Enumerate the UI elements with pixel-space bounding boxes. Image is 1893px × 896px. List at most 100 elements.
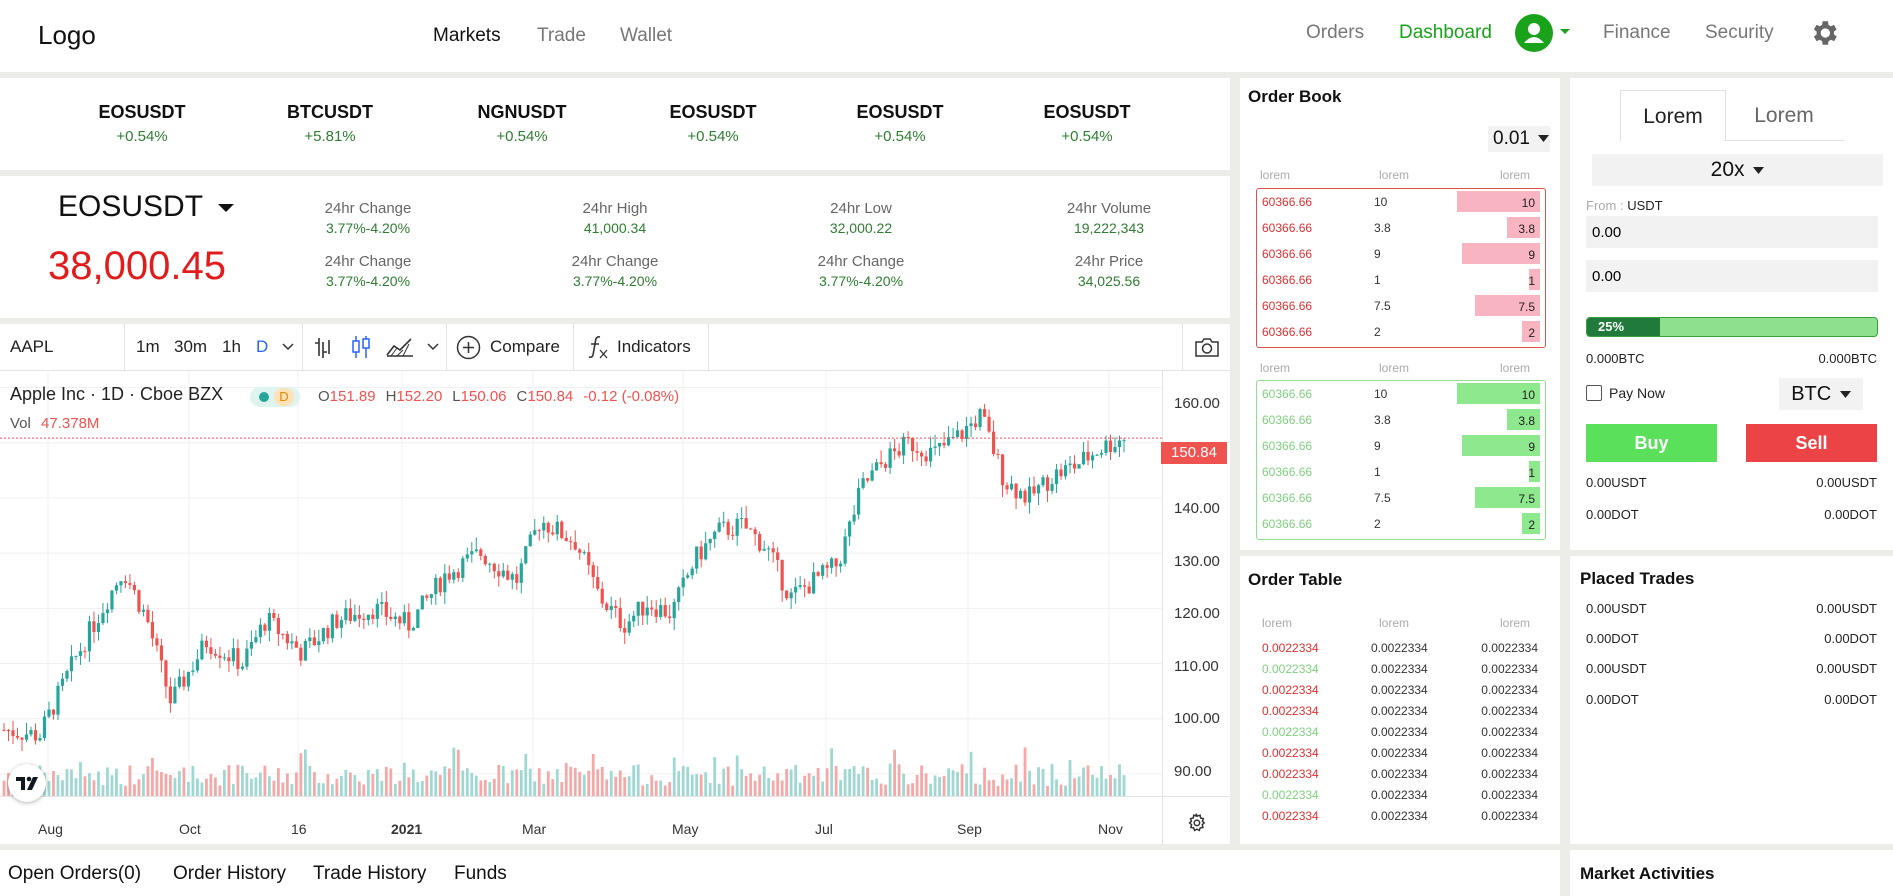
candle <box>1018 490 1023 499</box>
candle <box>964 425 969 439</box>
volume-bar <box>429 770 433 796</box>
indicators-button[interactable]: Indicators <box>617 337 691 356</box>
compare-button[interactable]: Compare <box>490 337 560 356</box>
nav-security[interactable]: Security <box>1705 22 1774 43</box>
function-icon[interactable] <box>586 334 610 360</box>
caret-down-icon <box>217 204 234 213</box>
bid-row[interactable]: 60366.66 7.5 7.5 <box>1262 486 1540 512</box>
candle <box>231 648 235 662</box>
volume-bar <box>528 768 532 796</box>
volume-bar <box>672 757 676 796</box>
bid-row[interactable]: 60366.66 9 9 <box>1262 434 1540 460</box>
chevron-down-icon[interactable] <box>427 343 439 351</box>
trade-value-left: 0.00USDT <box>1586 601 1647 616</box>
ask-row[interactable]: 60366.66 3.8 3.8 <box>1262 216 1540 242</box>
bar-chart-icon[interactable] <box>313 336 335 358</box>
camera-icon[interactable] <box>1193 336 1221 358</box>
nav-markets[interactable]: Markets <box>433 25 501 46</box>
symbol-search[interactable]: AAPL <box>10 337 54 356</box>
ask-price: 60366.66 <box>1262 273 1313 287</box>
nav-orders[interactable]: Orders <box>1306 22 1365 43</box>
ask-row[interactable]: 60366.66 9 9 <box>1262 242 1540 268</box>
bid-row[interactable]: 60366.66 1 1 <box>1262 460 1540 486</box>
total-input[interactable] <box>1586 260 1878 292</box>
ticker-item[interactable]: BTCUSDT +5.81% <box>260 102 400 145</box>
chevron-down-icon[interactable] <box>1559 28 1571 36</box>
ohlc-label: H <box>385 388 397 405</box>
ask-row[interactable]: 60366.66 2 2 <box>1262 320 1540 346</box>
candle <box>960 430 964 439</box>
volume-bar <box>708 782 712 796</box>
interval-1h[interactable]: 1h <box>222 337 241 356</box>
ticker-item[interactable]: EOSUSDT +0.54% <box>643 102 783 145</box>
volume-bar <box>312 772 316 796</box>
volume-bar <box>834 765 838 796</box>
amount-input[interactable] <box>1586 216 1878 248</box>
column-header: lorem <box>1379 361 1410 375</box>
trade-tab[interactable]: Lorem <box>1724 90 1844 141</box>
user-icon <box>1524 23 1544 43</box>
ticker-item[interactable]: NGNUSDT +0.54% <box>452 102 592 145</box>
nav-dashboard[interactable]: Dashboard <box>1399 22 1492 43</box>
percent-slider[interactable]: 25% <box>1586 317 1878 337</box>
tradingview-logo[interactable] <box>8 764 46 802</box>
bid-row[interactable]: 60366.66 10 10 <box>1262 382 1540 408</box>
candles-icon[interactable] <box>350 335 372 359</box>
currency-select[interactable]: BTC <box>1779 378 1863 410</box>
candle <box>434 577 438 595</box>
interval-1m[interactable]: 1m <box>136 337 160 356</box>
candle <box>141 609 146 612</box>
nav-finance[interactable]: Finance <box>1603 22 1671 43</box>
ticker-item[interactable]: EOSUSDT +0.54% <box>72 102 212 145</box>
candle <box>767 548 771 550</box>
candle <box>470 551 474 555</box>
tab-funds[interactable]: Funds <box>454 863 507 884</box>
interval-30m[interactable]: 30m <box>174 337 208 356</box>
volume-bar <box>488 782 492 796</box>
volume-bar <box>420 781 424 796</box>
area-chart-icon[interactable] <box>385 336 415 358</box>
plus-circle-icon[interactable] <box>456 335 481 360</box>
gear-icon[interactable] <box>1808 17 1840 49</box>
precision-select[interactable]: 0.01 <box>1488 126 1550 152</box>
nav-wallet[interactable]: Wallet <box>620 25 673 46</box>
interval-1d[interactable]: D <box>256 337 269 356</box>
ask-row[interactable]: 60366.66 1 1 <box>1262 268 1540 294</box>
ask-row[interactable]: 60366.66 10 10 <box>1262 190 1540 216</box>
gear-icon[interactable] <box>1185 811 1207 833</box>
nav-trade[interactable]: Trade <box>537 25 586 46</box>
buy-button[interactable]: Buy <box>1586 424 1717 462</box>
stat-value: 3.77%-4.20% <box>325 273 411 289</box>
bid-row[interactable]: 60366.66 3.8 3.8 <box>1262 408 1540 434</box>
logo[interactable]: Logo <box>38 20 96 50</box>
user-avatar[interactable] <box>1515 14 1553 52</box>
bid-price: 60366.66 <box>1262 387 1313 401</box>
volume-bar <box>681 765 685 796</box>
tab-order-history[interactable]: Order History <box>173 863 286 884</box>
volume-bar <box>1005 779 1009 796</box>
bid-row[interactable]: 60366.66 2 2 <box>1262 512 1540 538</box>
candle <box>1036 485 1041 494</box>
dot-balance-right: 0.00DOT <box>1824 507 1877 522</box>
volume-bar <box>695 774 699 796</box>
stat-label: 24hr Volume <box>1066 200 1152 217</box>
candle <box>146 609 150 623</box>
order-price: 0.0022334 <box>1262 725 1319 739</box>
chevron-down-icon[interactable] <box>282 343 294 351</box>
candle <box>308 637 312 641</box>
y-tick-label: 140.00 <box>1174 500 1220 517</box>
price-plot[interactable] <box>0 371 1162 796</box>
sell-button[interactable]: Sell <box>1746 424 1877 462</box>
ask-row[interactable]: 60366.66 7.5 7.5 <box>1262 294 1540 320</box>
tab-trade-history[interactable]: Trade History <box>313 863 427 884</box>
trade-tab-active[interactable]: Lorem <box>1620 90 1726 141</box>
leverage-select[interactable]: 20x <box>1592 154 1883 186</box>
order-total: 0.0022334 <box>1481 788 1538 802</box>
ticker-item[interactable]: EOSUSDT +0.54% <box>830 102 970 145</box>
ticker-item[interactable]: EOSUSDT +0.54% <box>1017 102 1157 145</box>
pay-now-checkbox[interactable] <box>1586 385 1602 401</box>
pair-selector[interactable]: EOSUSDT <box>58 190 235 224</box>
tab-open-orders[interactable]: Open Orders(0) <box>8 863 142 884</box>
candle <box>1099 452 1104 455</box>
candle <box>1023 490 1027 503</box>
